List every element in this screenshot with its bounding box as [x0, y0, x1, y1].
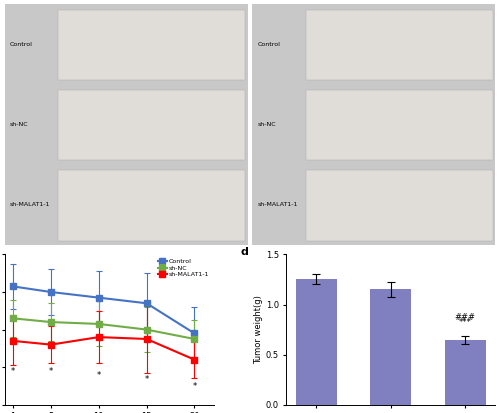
Text: *: *	[49, 367, 53, 376]
Text: ###: ###	[454, 313, 475, 322]
Bar	[58, 170, 245, 241]
Bar	[306, 170, 492, 241]
Y-axis label: Tumor weight(g): Tumor weight(g)	[254, 295, 263, 364]
Text: *: *	[192, 382, 196, 391]
Bar	[296, 280, 337, 405]
Text: *: *	[144, 375, 148, 384]
Text: sh-MALAT1-1: sh-MALAT1-1	[258, 202, 298, 207]
Bar	[58, 90, 245, 161]
Legend: Control, sh-NC, sh-MALAT1-1: Control, sh-NC, sh-MALAT1-1	[156, 258, 210, 279]
Bar	[306, 90, 492, 161]
Text: *: *	[10, 367, 15, 376]
Bar	[306, 10, 492, 80]
Text: sh-NC: sh-NC	[10, 122, 29, 127]
Text: d: d	[240, 247, 248, 257]
Bar	[444, 339, 486, 405]
Text: Control: Control	[10, 42, 32, 47]
Text: *: *	[96, 371, 101, 380]
Text: ***: ***	[458, 318, 471, 327]
Text: sh-MALAT1-1: sh-MALAT1-1	[10, 202, 50, 207]
Bar	[58, 10, 245, 80]
Bar	[370, 290, 411, 405]
Text: Control: Control	[258, 42, 280, 47]
Text: sh-NC: sh-NC	[258, 122, 276, 127]
